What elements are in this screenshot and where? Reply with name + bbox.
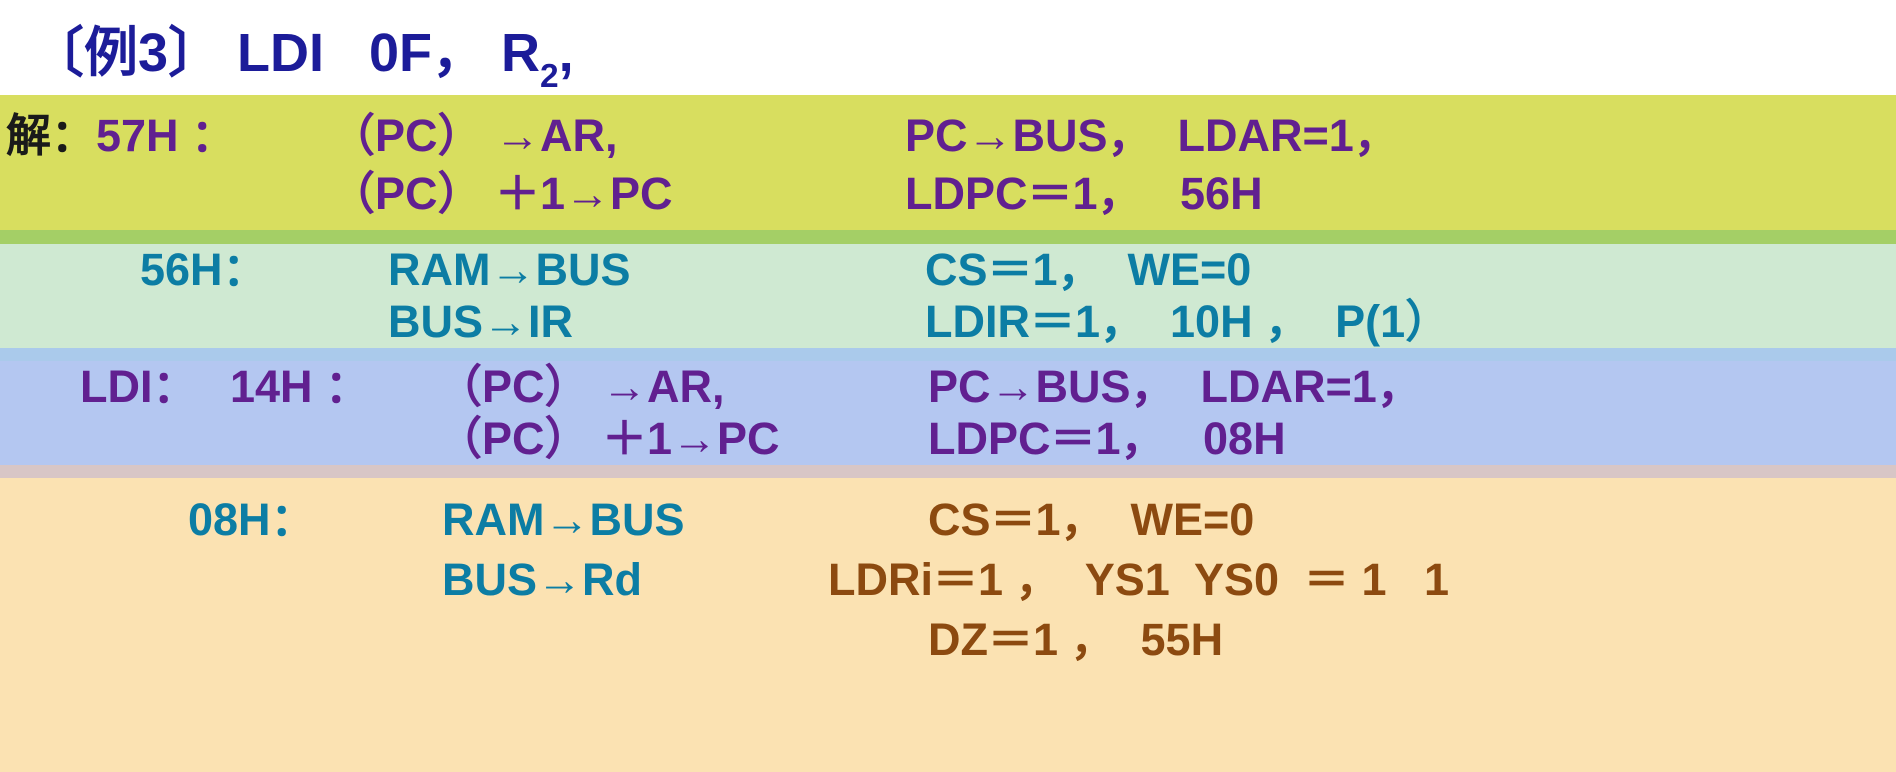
band-08h-execute: 08H： RAM→BUS CS＝1， WE=0 BUS→Rd LDRi＝1 ， … [0,478,1896,772]
micro-operation: （PC） ＋1→PC [437,413,780,464]
control-signals: LDIR＝1， 10H ， P(1） [925,296,1451,347]
micro-operation: RAM→BUS [388,244,631,295]
control-signals: CS＝1， WE=0 [928,494,1255,545]
micro-operation: （PC） ＋1→PC [330,168,673,219]
address-label: 57H ： [96,110,237,161]
micro-line: （PC） ＋1→PC LDPC＝1， 56H [0,165,1896,223]
micro-operation: BUS→IR [388,296,574,347]
divider-3 [0,465,1896,478]
micro-line: LDI： 14H ： （PC） →AR, PC→BUS， LDAR=1， [0,361,1896,413]
band-14h-ldi-fetch: LDI： 14H ： （PC） →AR, PC→BUS， LDAR=1， （PC… [0,361,1896,465]
example-title-text: 〔例3〕 LDI 0F， R [30,23,541,83]
address-label: 56H： [140,244,268,295]
solution-label: 解： [6,110,97,161]
example-title: 〔例3〕 LDI 0F， R2, [30,8,574,93]
micro-line: BUS→Rd LDRi＝1 ， YS1 YS0 ＝ 1 1 [0,550,1896,610]
address-label: 08H： [188,494,316,545]
control-signals: LDPC＝1， 08H [928,413,1286,464]
address-label: 14H ： [230,361,371,412]
micro-line: 08H： RAM→BUS CS＝1， WE=0 [0,490,1896,550]
control-signals: LDRi＝1 ， YS1 YS0 ＝ 1 1 [828,554,1450,605]
micro-line: BUS→IR LDIR＝1， 10H ， P(1） [0,296,1896,348]
band-56h-decode: 56H： RAM→BUS CS＝1， WE=0 BUS→IR LDIR＝1， 1… [0,244,1896,348]
control-signals: LDPC＝1， 56H [905,168,1263,219]
control-signals: PC→BUS， LDAR=1， [928,361,1422,412]
micro-operation: BUS→Rd [442,554,642,605]
divider-2 [0,348,1896,361]
band-57h-fetch: 解： 57H ： （PC） →AR, PC→BUS， LDAR=1， （PC） … [0,95,1896,230]
micro-line: （PC） ＋1→PC LDPC＝1， 08H [0,413,1896,465]
micro-operation: （PC） →AR, [437,361,725,412]
micro-operation: RAM→BUS [442,494,685,545]
control-signals: DZ＝1 ， 55H [928,614,1224,665]
micro-line: 56H： RAM→BUS CS＝1， WE=0 [0,244,1896,296]
control-signals: PC→BUS， LDAR=1， [905,110,1399,161]
instruction-label: LDI： [80,361,198,412]
micro-operation: （PC） →AR, [330,110,618,161]
divider-1 [0,230,1896,244]
micro-line: DZ＝1 ， 55H [0,610,1896,670]
title-row: 〔例3〕 LDI 0F， R2, [0,0,1896,95]
example-title-suffix: , [558,23,574,83]
micro-line: 解： 57H ： （PC） →AR, PC→BUS， LDAR=1， [0,107,1896,165]
register-subscript: 2 [540,57,559,95]
control-signals: CS＝1， WE=0 [925,244,1252,295]
